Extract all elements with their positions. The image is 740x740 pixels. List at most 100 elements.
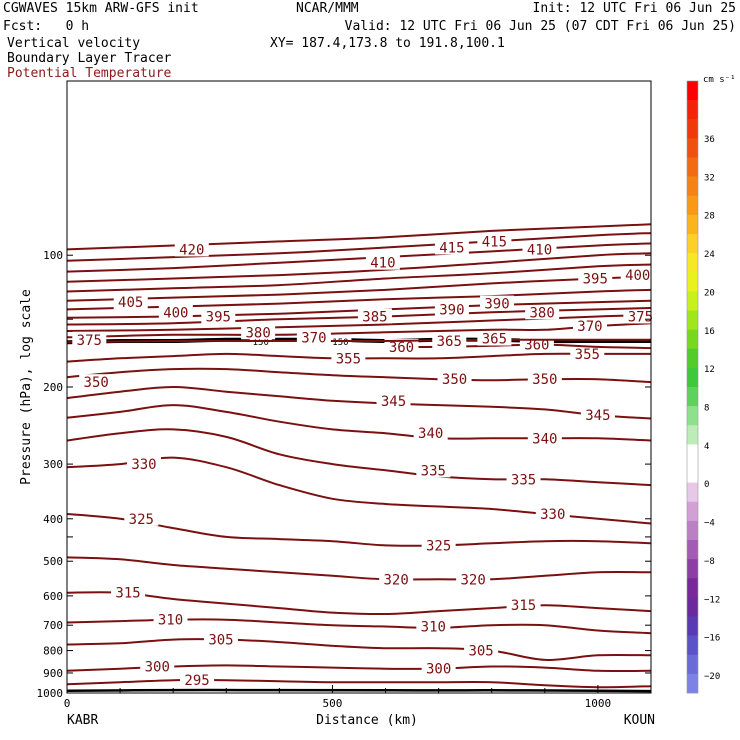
isentrope-label-bg <box>623 308 658 324</box>
isentrope-label: 330 <box>131 457 156 473</box>
isentrope-label: 310 <box>421 620 446 636</box>
isentrope-label-bg <box>477 233 512 249</box>
colorbar-swatch <box>687 597 698 617</box>
header-valid: Valid: 12 UTC Fri 06 Jun 25 (07 CDT Fri … <box>344 19 736 34</box>
y-tick-label: 700 <box>43 619 63 632</box>
colorbar-unit: cm s⁻¹ <box>703 75 736 85</box>
isentrope-label-bg <box>153 611 188 627</box>
colorbar-swatch <box>687 329 698 350</box>
isentrope-line <box>66 232 652 262</box>
isentrope-label-bg <box>437 371 472 387</box>
boundary-layer-tracer-line <box>66 688 652 693</box>
isentrope-label: 295 <box>184 673 209 689</box>
isentrope-label: 360 <box>524 338 549 354</box>
isentrope-label: 415 <box>482 234 507 250</box>
isentrope-label: 380 <box>530 305 555 321</box>
isentrope-label-bg <box>379 571 414 587</box>
colorbar-swatch <box>687 387 698 407</box>
colorbar: 36 32 28 24 20 16 12 8 4 0 −4 −8 −12 −16 −20 <box>686 80 720 694</box>
isentrope-label: 350 <box>84 375 109 391</box>
isentrope-label: 415 <box>439 240 464 256</box>
isentrope-label: 400 <box>163 305 188 321</box>
y-tick-label: 200 <box>43 381 63 394</box>
isentrope-label: 360 <box>389 340 414 356</box>
isentrope-label-bg <box>72 331 107 347</box>
field-potential-temperature: Potential Temperature <box>7 66 172 81</box>
y-tick-label: 900 <box>43 667 63 680</box>
colorbar-label: −20 <box>704 672 720 682</box>
y-tick-label: 300 <box>43 458 63 471</box>
y-tick-label: 800 <box>43 645 63 658</box>
colorbar-swatch <box>687 272 698 292</box>
colorbar-swatch <box>687 367 698 388</box>
colorbar-swatch <box>687 348 698 369</box>
header-org: NCAR/MMM <box>296 1 359 16</box>
isentrope-label-bg <box>201 308 236 324</box>
isentrope-label: 320 <box>460 572 485 588</box>
colorbar-swatch <box>687 310 698 330</box>
y-axis-label: Pressure (hPa), log scale <box>19 289 34 485</box>
colorbar-swatch <box>687 673 698 694</box>
colorbar-swatch <box>687 463 698 483</box>
tracer-label: 150 <box>332 338 348 348</box>
colorbar-swatch <box>687 482 698 503</box>
isentrope-label: 300 <box>426 662 451 678</box>
x-axis: 0 500 1000 <box>64 685 652 710</box>
isentrope-label: 365 <box>437 334 462 350</box>
isentrope-label-bg <box>480 295 515 311</box>
colorbar-swatch <box>687 176 698 197</box>
isentrope-label-bg <box>180 672 215 688</box>
header-fcst: Fcst: 0 h <box>3 19 90 34</box>
isentrope-label: 325 <box>426 538 451 554</box>
isentrope-label-bg <box>456 571 491 587</box>
isentrope-label-bg <box>506 471 541 487</box>
isentrope-line <box>66 338 651 344</box>
x-tick-label: 500 <box>323 697 343 710</box>
isentrope-label-bg <box>578 270 613 286</box>
colorbar-label: 4 <box>704 442 709 452</box>
isentrope-label-bg <box>572 317 607 333</box>
right-endpoint: KOUN <box>624 713 655 728</box>
isentrope-line <box>66 385 652 420</box>
tracer-label-bg <box>329 337 352 348</box>
colorbar-label: 20 <box>704 288 715 298</box>
header-model: CGWAVES 15km ARW-GFS init <box>3 1 199 16</box>
colorbar-label: 8 <box>704 404 709 414</box>
isentrope-label-bg <box>535 505 570 521</box>
isentrope-line <box>66 513 652 547</box>
colorbar-swatch <box>687 253 698 273</box>
x-tick-label: 0 <box>64 697 71 710</box>
isentrope-line <box>66 428 652 487</box>
isentrope-label: 335 <box>511 472 536 488</box>
isentrope-label-bg <box>126 456 161 472</box>
colorbar-label: −8 <box>704 557 715 567</box>
y-tick-label: 1000 <box>37 687 64 700</box>
colorbar-swatch <box>687 81 698 101</box>
colorbar-swatch <box>687 520 698 541</box>
isentrope-label-bg <box>384 338 419 354</box>
colorbar-swatch <box>687 291 698 311</box>
colorbar-swatch <box>687 540 698 560</box>
isentrope-label-bg <box>357 308 392 324</box>
isentrope-label: 335 <box>421 463 446 479</box>
isentrope-line <box>66 223 652 251</box>
y-tick-label: 600 <box>43 590 63 603</box>
isentrope-label: 395 <box>583 271 608 287</box>
tracer-label-bg <box>249 337 272 348</box>
isentrope-label-bg <box>421 537 456 553</box>
isentrope-label: 375 <box>77 333 102 349</box>
isentrope-label: 400 <box>625 268 650 284</box>
isentrope-label-bg <box>113 294 148 310</box>
y-tick-label: 400 <box>43 513 63 526</box>
isentrope-label: 300 <box>145 660 170 676</box>
isentrope-label-bg <box>477 330 512 346</box>
isentrope-label: 305 <box>208 633 233 649</box>
isentrope-label: 405 <box>118 295 143 311</box>
isentrope-label: 370 <box>577 319 602 335</box>
isentrope-label-bg <box>203 631 238 647</box>
x-axis-label: Distance (km) <box>316 713 418 728</box>
isentrope-label: 350 <box>532 372 557 388</box>
colorbar-swatch <box>687 559 698 579</box>
isentrope-label: 385 <box>362 309 387 325</box>
isentrope-label: 370 <box>301 330 326 346</box>
